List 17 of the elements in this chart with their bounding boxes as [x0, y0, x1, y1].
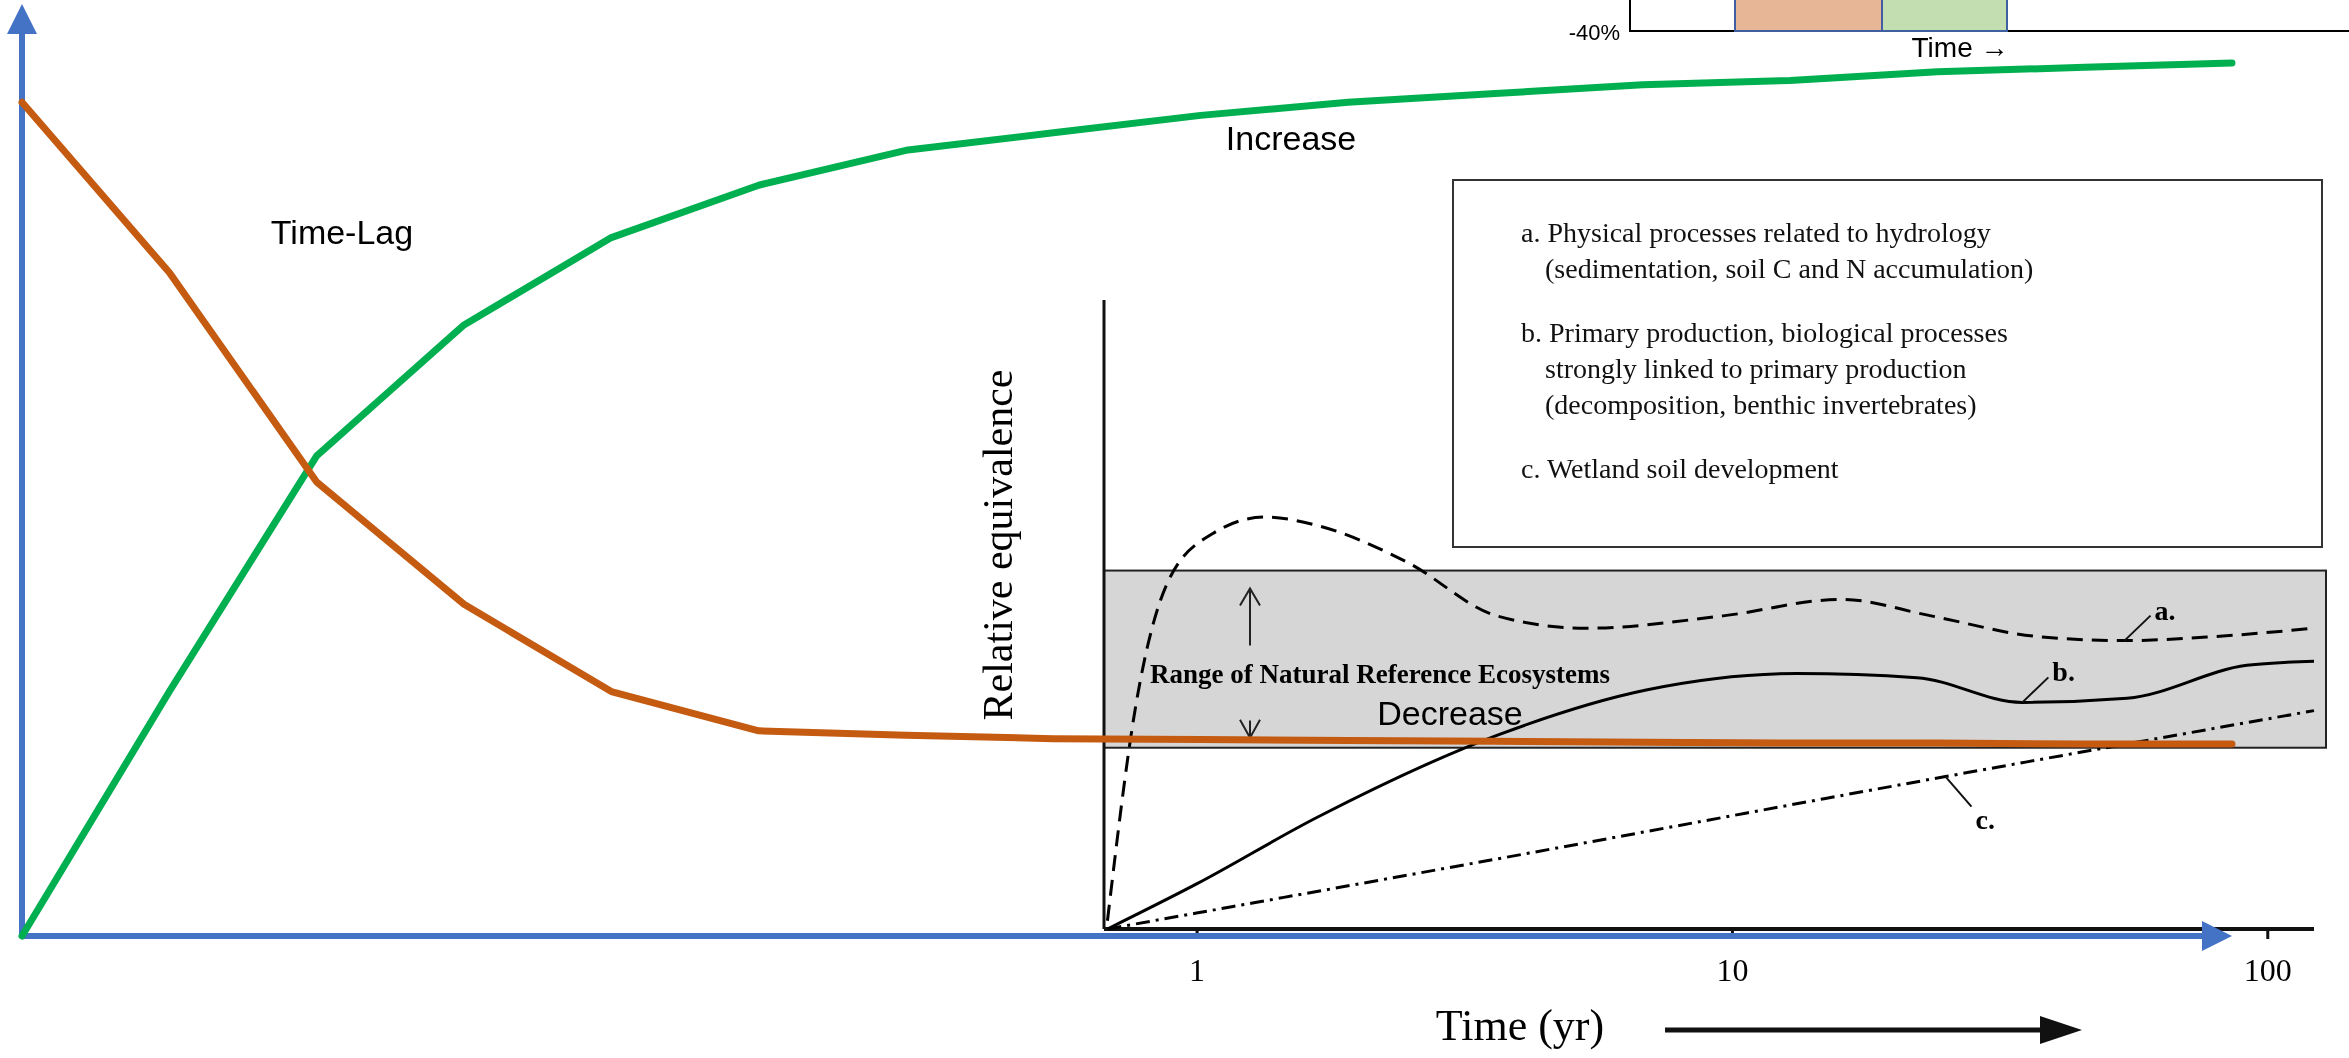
band-label: Range of Natural Reference Ecosystems: [1150, 658, 1610, 689]
series-label: a.: [2154, 594, 2176, 626]
y-axis-title: Relative equivalence: [975, 369, 1021, 721]
annotation: Decrease: [1377, 694, 1523, 732]
annotation: Increase: [1225, 119, 1357, 157]
annotation: a. Physical processes related to hydrology (sedimentation, soil C and N accumulation): [1521, 217, 2034, 284]
x-tick-label: 10: [1716, 952, 1749, 988]
annotation: c. Wetland soil development: [1521, 453, 1839, 484]
text: -40%: [1568, 20, 1620, 45]
annotation: b. Primary production, biological processes strongly linked to primary production (decomposition, benthic invertebrates): [1521, 317, 2008, 420]
x-tick-label: 1: [1189, 952, 1206, 988]
series-label: b.: [2052, 656, 2075, 688]
x-axis-title: Time (yr): [1435, 1001, 1605, 1050]
text: Time →: [1911, 32, 2009, 63]
x-tick-label: 100: [2243, 952, 2292, 988]
series-label: c.: [1975, 803, 1995, 835]
annotation: Time-Lag: [270, 213, 414, 251]
